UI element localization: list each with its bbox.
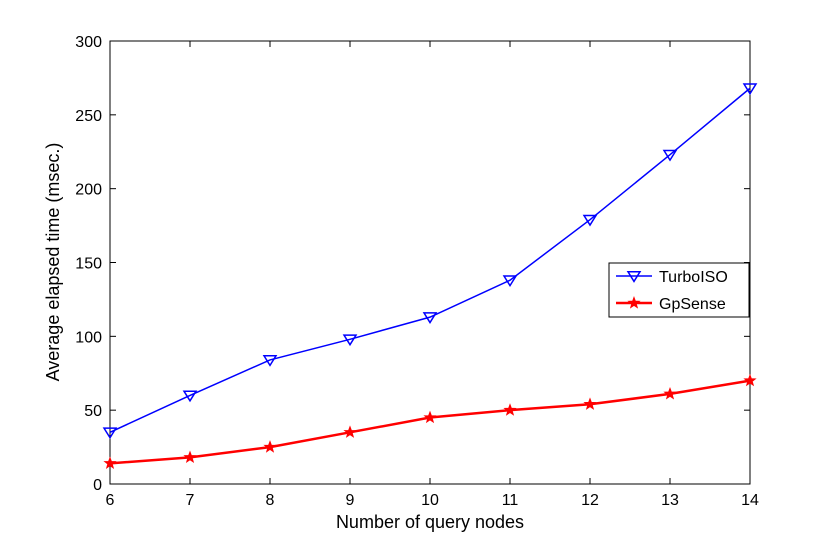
legend-item-gpsense: GpSense [616,296,726,313]
y-tick-label: 200 [75,182,102,199]
x-axis-title: Number of query nodes [336,512,524,532]
data-point-turboiso [262,355,278,367]
legend-marker-turboiso [626,271,642,283]
legend-marker-gpsense [627,296,641,309]
y-tick-label: 300 [75,34,102,51]
data-point-gpsense [663,386,677,400]
series-line-turboiso [109,87,751,434]
y-tick-label: 250 [75,108,102,125]
y-tick-label: 150 [75,256,102,273]
data-point-gpsense [343,425,357,438]
x-tick-label: 13 [661,492,679,509]
y-axis-title: Average elapsed time (msec.) [43,143,63,382]
x-tick-label: 8 [266,492,275,509]
x-tick-label: 14 [741,492,759,509]
data-point-turboiso [102,427,118,440]
data-point-gpsense [503,403,517,416]
x-tick-label: 11 [502,492,519,509]
data-point-gpsense [263,440,277,453]
data-point-turboiso [342,334,358,347]
legend-label-turboiso: TurboISO [659,269,728,286]
data-point-turboiso [662,149,678,162]
data-point-gpsense [183,450,197,464]
y-axis: 0 50 100 150 200 250 300 [75,34,750,494]
data-point-gpsense [103,456,117,469]
x-tick-label: 9 [346,492,355,509]
data-point-gpsense [423,410,437,424]
data-point-turboiso [422,312,438,324]
data-point-turboiso [582,214,598,227]
y-tick-label: 100 [75,329,102,346]
x-tick-label: 12 [581,492,599,509]
data-point-gpsense [583,397,597,410]
legend: TurboISO GpSense [608,262,750,318]
data-point-turboiso [742,83,758,96]
y-tick-label: 50 [84,403,102,420]
x-tick-label: 6 [106,492,115,509]
series-layer [102,83,758,469]
series-turboiso [102,83,758,440]
x-axis: 6 7 8 9 10 11 12 13 14 [106,41,759,509]
legend-label-gpsense: GpSense [659,296,726,313]
data-point-turboiso [502,275,518,288]
x-tick-label: 10 [421,492,439,509]
y-tick-label: 0 [93,477,102,494]
series-gpsense [103,373,757,469]
legend-item-turboiso: TurboISO [616,269,728,286]
data-point-gpsense [743,373,757,387]
data-point-turboiso [182,390,198,403]
x-tick-label: 7 [186,492,195,509]
